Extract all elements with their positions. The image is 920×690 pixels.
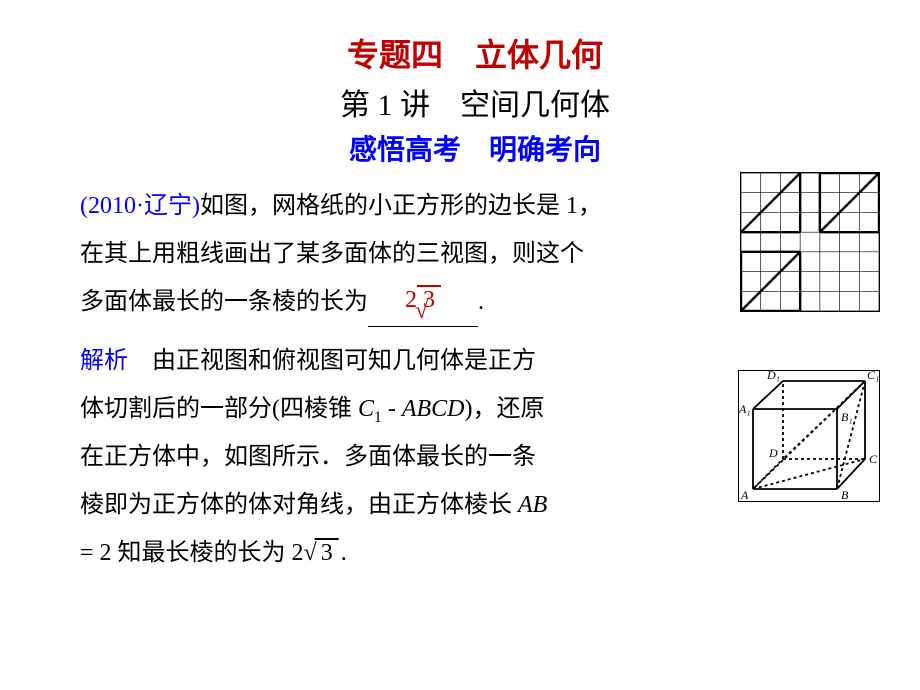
pyramid-apex: C bbox=[358, 396, 374, 422]
problem-line3: 多面体最长的一条棱的长为 bbox=[80, 289, 368, 315]
svg-text:B: B bbox=[841, 488, 849, 502]
source-suffix: ) bbox=[192, 193, 200, 219]
solution-line1: 由正视图和俯视图可知几何体是正方 bbox=[152, 348, 536, 374]
solution-line5: = 2 知最长棱的长为 2√ 3 . bbox=[80, 540, 347, 566]
problem-period: . bbox=[478, 289, 484, 315]
pyramid-dash: - bbox=[382, 396, 402, 422]
svg-text:A: A bbox=[740, 488, 749, 502]
lecture-title: 第 1 讲 空间几何体 bbox=[80, 80, 870, 124]
svg-text:C₁: C₁ bbox=[867, 370, 879, 382]
three-view-figure bbox=[740, 172, 878, 310]
source-region: 辽宁 bbox=[144, 193, 192, 219]
pyramid-sub: 1 bbox=[374, 409, 382, 426]
answer-blank: 2 3 √ bbox=[368, 278, 478, 327]
svg-text:D₁: D₁ bbox=[766, 370, 780, 382]
svg-text:C: C bbox=[869, 452, 878, 466]
problem-line1: 如图，网格纸的小正方形的边长是 1， bbox=[200, 193, 602, 219]
topic-title: 专题四 立体几何 bbox=[80, 30, 870, 76]
svg-text:D: D bbox=[768, 446, 778, 460]
problem-line2: 在其上用粗线画出了某多面体的三视图，则这个 bbox=[80, 241, 584, 267]
pyramid-base: ABCD bbox=[402, 396, 465, 422]
source-prefix: (2010· bbox=[80, 193, 144, 219]
solution-label: 解析 bbox=[80, 348, 128, 374]
solution-line2a: 体切割后的一部分(四棱锥 bbox=[80, 396, 358, 422]
svg-text:A₁: A₁ bbox=[738, 402, 751, 416]
solution-line4: 棱即为正方体的体对角线，由正方体棱长 bbox=[80, 492, 518, 518]
cube-figure: A B C D A₁ B₁ C₁ D₁ bbox=[738, 370, 878, 500]
solution-line2b: )，还原 bbox=[464, 396, 544, 422]
edge-ab: AB bbox=[518, 492, 547, 518]
subtitle: 感悟高考 明确考向 bbox=[80, 128, 870, 168]
solution-line3: 在正方体中，如图所示．多面体最长的一条 bbox=[80, 444, 536, 470]
svg-text:B₁: B₁ bbox=[841, 410, 853, 424]
